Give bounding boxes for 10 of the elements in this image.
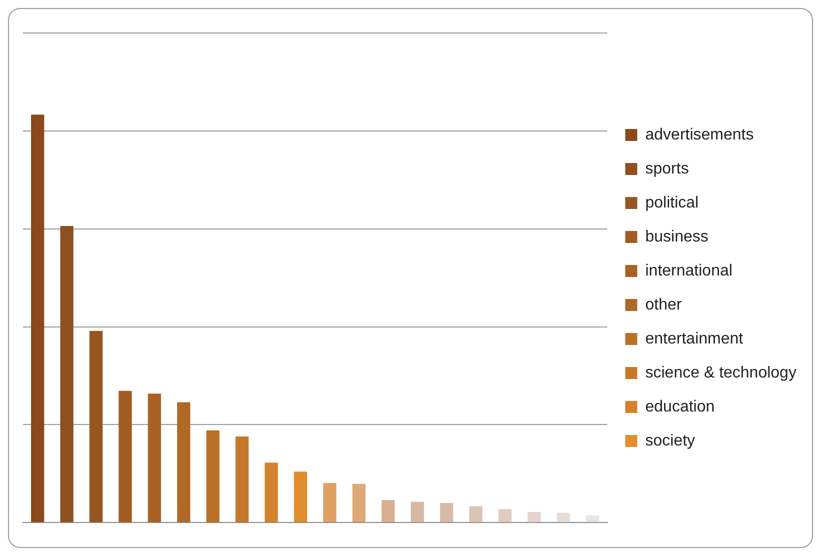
legend-label: advertisements	[645, 126, 754, 144]
legend-label: entertainment	[645, 330, 744, 348]
legend-label: society	[645, 432, 696, 450]
legend-label: sports	[645, 160, 689, 178]
legend-label: political	[645, 194, 699, 212]
legend-label: international	[645, 262, 732, 280]
legend-label: education	[645, 398, 715, 416]
legend-label: science & technology	[645, 364, 796, 382]
legend-label: business	[645, 228, 708, 246]
legend-label: other	[645, 296, 682, 314]
